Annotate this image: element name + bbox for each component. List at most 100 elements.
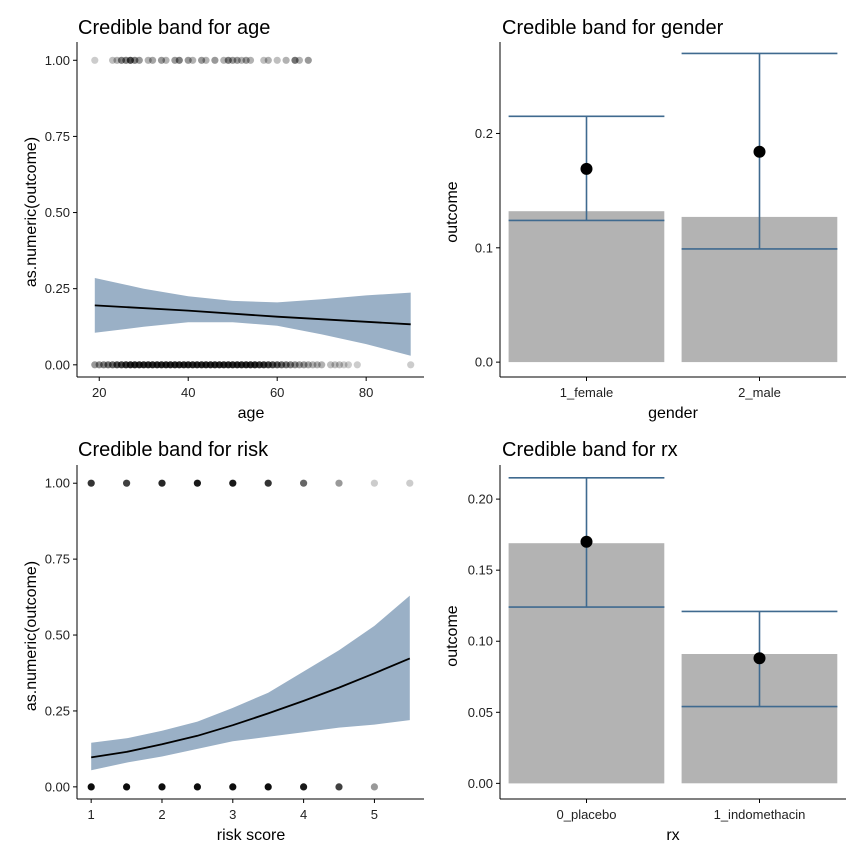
x-tick-label: 2 [158, 807, 165, 822]
panel-age: Credible band for age age as.numeric(out… [23, 17, 424, 422]
data-point [282, 56, 290, 64]
data-point [224, 56, 232, 64]
y-tick-label: 0.75 [45, 129, 70, 144]
fitted-line [91, 657, 411, 759]
y-tick-label: 0.2 [475, 126, 493, 141]
y-tick-label: 0.00 [45, 357, 70, 372]
panel-rx-title: Credible band for rx [502, 439, 678, 461]
panel-risk-title: Credible band for risk [78, 439, 269, 461]
panel-risk: Credible band for risk risk score as.num… [23, 439, 424, 844]
panel-gender: Credible band for gender gender outcome … [444, 17, 846, 422]
panel-rx-xlabel: rx [666, 827, 679, 844]
estimate-point-1_female [580, 162, 593, 175]
fitted-line [94, 304, 411, 326]
data-point [291, 56, 299, 64]
data-point [340, 361, 348, 369]
data-point [123, 783, 131, 791]
data-point [242, 56, 250, 64]
data-point [407, 361, 415, 369]
data-point [87, 783, 95, 791]
data-point [406, 479, 414, 487]
x-tick-label: 80 [359, 385, 373, 400]
estimate-point-1_indomethacin [753, 652, 766, 665]
data-point [335, 783, 343, 791]
data-point [304, 361, 312, 369]
data-point [91, 361, 99, 369]
panel-age-xlabel: age [238, 405, 265, 422]
y-tick-label: 0.75 [45, 552, 70, 567]
panel-age-title: Credible band for age [78, 17, 270, 39]
data-point [309, 361, 317, 369]
data-point [300, 783, 308, 791]
y-tick-label: 0.20 [468, 492, 493, 507]
data-point [300, 361, 308, 369]
data-point [162, 56, 170, 64]
panel-age-ylabel: as.numeric(outcome) [23, 137, 40, 287]
x-tick-label: 2_male [738, 385, 781, 400]
y-tick-label: 0.10 [468, 634, 493, 649]
data-point [335, 361, 344, 369]
data-point [264, 783, 272, 791]
panel-risk-xlabel: risk score [217, 827, 286, 844]
data-point [273, 56, 281, 64]
data-point [327, 361, 335, 369]
data-point [295, 361, 303, 369]
data-point [131, 56, 139, 64]
data-point [318, 361, 326, 369]
x-tick-label: 3 [229, 807, 236, 822]
y-tick-label: 0.50 [45, 628, 70, 643]
data-point [189, 56, 197, 64]
data-point [229, 56, 237, 64]
data-point [260, 56, 268, 64]
data-point [149, 56, 157, 64]
data-point [193, 479, 201, 487]
data-point [211, 56, 219, 64]
data-point [313, 361, 321, 369]
data-point [229, 479, 237, 487]
bar-1_female [508, 211, 665, 363]
panel-gender-title: Credible band for gender [502, 17, 724, 39]
data-point [264, 56, 272, 64]
data-point [344, 361, 352, 369]
x-tick-label: 40 [181, 385, 195, 400]
data-point [300, 479, 308, 487]
data-point [264, 479, 272, 487]
x-tick-label: 0_placebo [557, 807, 617, 822]
panel-risk-ylabel: as.numeric(outcome) [23, 561, 40, 711]
data-point [295, 56, 303, 64]
data-point [157, 56, 166, 64]
y-tick-label: 0.05 [468, 705, 493, 720]
credible-ribbon [91, 595, 410, 771]
y-tick-label: 0.50 [45, 205, 70, 220]
data-point [353, 361, 361, 369]
data-point [109, 56, 117, 64]
y-tick-label: 0.1 [475, 240, 493, 255]
y-tick-label: 0.25 [45, 281, 70, 296]
panel-gender-xlabel: gender [648, 405, 698, 422]
data-point [158, 783, 166, 791]
y-tick-label: 0.00 [468, 776, 493, 791]
panel-gender-ylabel: outcome [444, 181, 461, 242]
data-point [123, 479, 131, 487]
x-tick-label: 20 [92, 385, 106, 400]
data-point [198, 56, 206, 64]
data-point [238, 56, 246, 64]
data-point [184, 56, 192, 64]
panel-rx: Credible band for rx rx outcome 0.00 0.05… [444, 439, 846, 844]
x-tick-label: 60 [270, 385, 284, 400]
data-point [158, 479, 166, 487]
data-point [193, 783, 201, 791]
estimate-point-2_male [753, 145, 766, 158]
data-point [370, 783, 378, 791]
data-point [135, 56, 143, 64]
data-point [202, 56, 210, 64]
data-point [286, 361, 295, 369]
y-tick-label: 0.0 [475, 355, 493, 370]
y-tick-label: 0.15 [468, 563, 493, 578]
data-point [291, 361, 299, 369]
data-point [175, 56, 183, 64]
x-tick-label: 1_indomethacin [714, 807, 806, 822]
data-point [246, 56, 255, 64]
data-point [91, 56, 99, 64]
